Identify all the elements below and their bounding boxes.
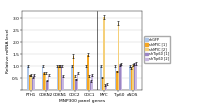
Bar bbox=[129, 66, 131, 90]
X-axis label: MNP300 panel genes: MNP300 panel genes bbox=[59, 99, 105, 103]
Bar bbox=[57, 66, 58, 90]
Bar bbox=[45, 73, 46, 90]
Bar bbox=[61, 66, 62, 90]
Bar bbox=[131, 68, 132, 90]
Bar bbox=[119, 65, 121, 90]
Bar bbox=[121, 64, 122, 90]
Bar bbox=[135, 63, 137, 90]
Bar bbox=[58, 66, 59, 90]
Bar bbox=[90, 81, 91, 90]
Bar bbox=[91, 75, 93, 90]
Bar bbox=[46, 81, 48, 90]
Bar bbox=[105, 85, 106, 90]
Bar bbox=[42, 66, 43, 90]
Bar bbox=[87, 55, 89, 90]
Bar bbox=[100, 66, 102, 90]
Bar bbox=[62, 76, 64, 90]
Bar bbox=[89, 76, 90, 90]
Bar bbox=[71, 66, 73, 90]
Bar bbox=[103, 17, 105, 90]
Y-axis label: Relative mRNA level: Relative mRNA level bbox=[6, 28, 10, 73]
Bar bbox=[118, 23, 119, 90]
Bar bbox=[30, 75, 32, 90]
Bar bbox=[132, 65, 134, 90]
Bar bbox=[116, 72, 118, 90]
Bar bbox=[115, 66, 116, 90]
Bar bbox=[33, 75, 35, 90]
Bar bbox=[59, 66, 61, 90]
Bar bbox=[32, 78, 33, 90]
Legend: shGFP, shMYC [1], shMYC [2], shTip60 [1], shTip60 [2]: shGFP, shMYC [1], shMYC [2], shTip60 [1]… bbox=[144, 36, 170, 63]
Bar bbox=[74, 76, 75, 90]
Bar bbox=[27, 66, 29, 90]
Bar bbox=[43, 73, 45, 90]
Bar bbox=[106, 84, 107, 90]
Bar bbox=[102, 78, 103, 90]
Bar bbox=[77, 73, 78, 90]
Bar bbox=[29, 75, 30, 90]
Bar bbox=[75, 79, 77, 90]
Bar bbox=[48, 75, 49, 90]
Bar bbox=[86, 66, 87, 90]
Bar bbox=[134, 64, 135, 90]
Bar bbox=[73, 56, 74, 90]
